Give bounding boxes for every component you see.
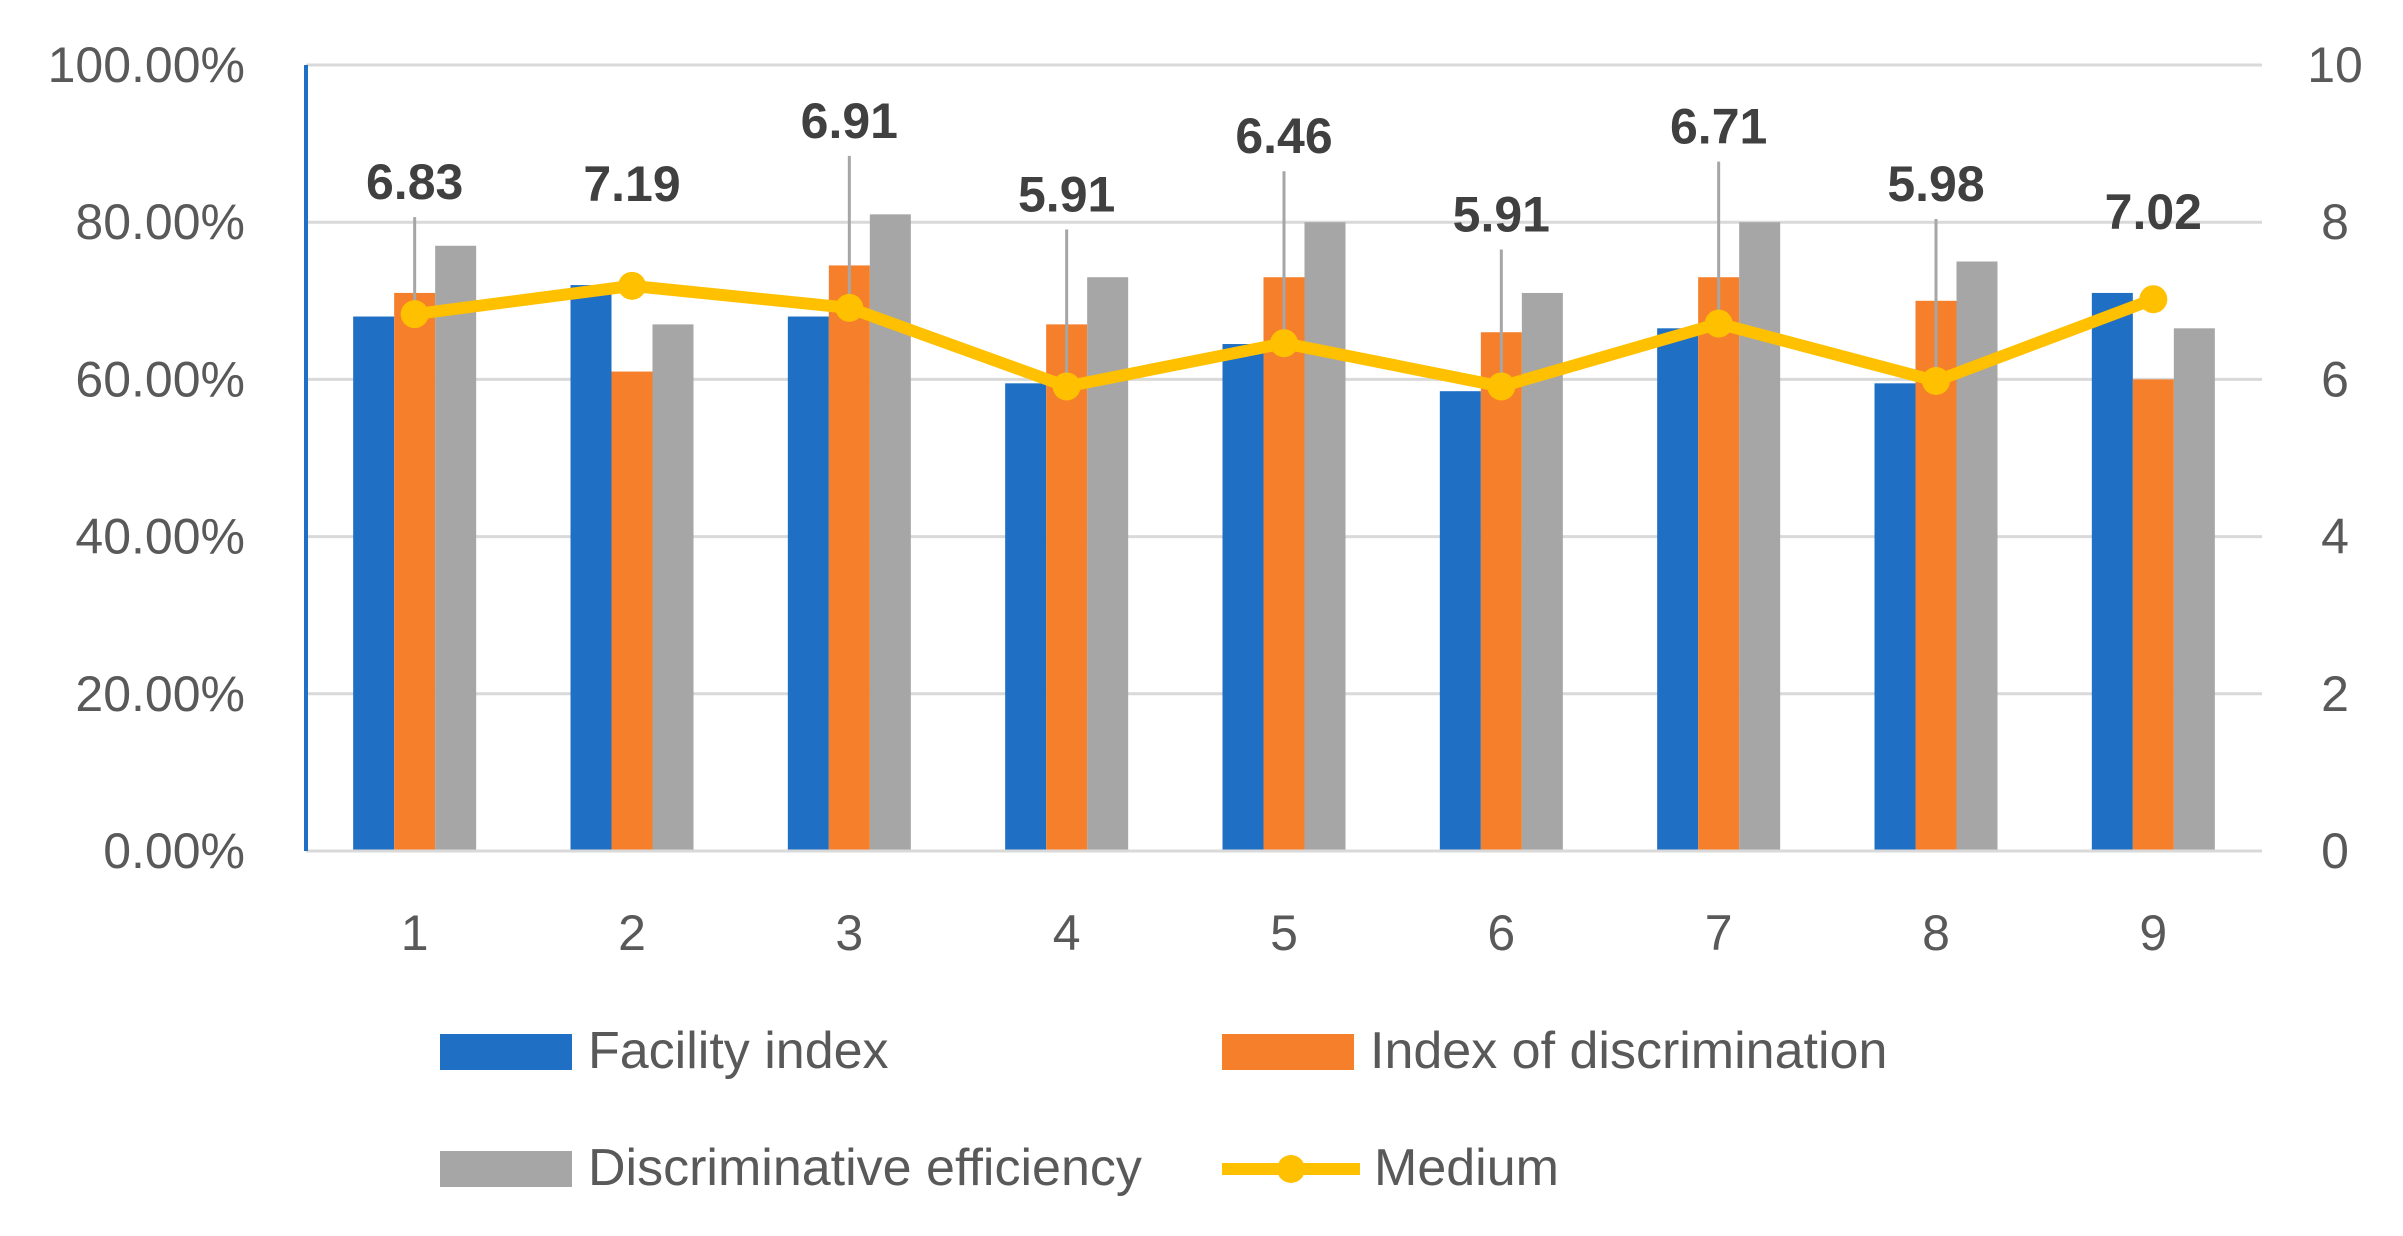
- legend-label-medium: Medium: [1374, 1139, 1559, 1197]
- legend-label-index-of-discrimination: Index of discrimination: [1370, 1022, 1887, 1080]
- medium-marker: [400, 300, 429, 329]
- bar-index-of-discrimination: [394, 292, 436, 851]
- medium-marker: [835, 293, 864, 322]
- x-tick-label: 6: [1487, 905, 1515, 961]
- bar-index-of-discrimination: [1698, 277, 1740, 852]
- bar-facility-index: [570, 285, 612, 852]
- data-label: 6.71: [1670, 99, 1767, 155]
- data-label: 6.46: [1235, 108, 1332, 164]
- bar-discriminative-efficiency: [1304, 222, 1346, 851]
- bar-discriminative-efficiency: [2173, 328, 2215, 851]
- data-label: 6.83: [366, 154, 463, 210]
- x-tick-label: 5: [1270, 905, 1298, 961]
- medium-marker: [1487, 372, 1516, 401]
- bar-discriminative-efficiency: [1956, 261, 1998, 851]
- medium-marker: [1704, 309, 1733, 338]
- legend-label-facility-index: Facility index: [588, 1022, 889, 1080]
- bars: [353, 214, 2215, 852]
- x-tick-label: 2: [618, 905, 646, 961]
- bar-facility-index: [1222, 344, 1264, 851]
- data-label: 5.91: [1453, 186, 1550, 242]
- medium-line: [400, 271, 2168, 401]
- legend-swatch-facility-index: [440, 1034, 572, 1070]
- data-labels: 6.83 7.19 6.91 5.91 6.46 5.91 6.71 5.98 7.02: [366, 93, 2202, 243]
- y-right-tick-label: 2: [2321, 666, 2349, 722]
- y-right-tick-label: 8: [2321, 194, 2349, 250]
- bar-discriminative-efficiency: [1521, 292, 1563, 851]
- bar-index-of-discrimination: [828, 265, 870, 851]
- bar-discriminative-efficiency: [1087, 277, 1129, 852]
- bar-discriminative-efficiency: [652, 324, 694, 851]
- x-tick-label: 7: [1705, 905, 1733, 961]
- data-label: 5.91: [1018, 166, 1115, 222]
- bar-facility-index: [787, 316, 829, 851]
- bar-discriminative-efficiency: [869, 214, 911, 852]
- bar-index-of-discrimination: [611, 371, 653, 851]
- x-tick-label: 3: [835, 905, 863, 961]
- data-label: 5.98: [1887, 156, 1984, 212]
- bar-facility-index: [2091, 292, 2133, 851]
- axes: 0.00% 0 20.00% 2 40.00% 4 60.00% 6 80.00% 8 100.00…: [48, 37, 2363, 961]
- bar-facility-index: [1005, 383, 1047, 851]
- medium-marker: [618, 271, 646, 300]
- bar-index-of-discrimination: [1046, 324, 1088, 851]
- data-label: 7.02: [2105, 184, 2202, 240]
- bar-index-of-discrimination: [1480, 332, 1522, 851]
- bar-index-of-discrimination: [1263, 277, 1305, 852]
- y-right-tick-label: 6: [2321, 351, 2349, 407]
- data-label: 6.91: [801, 93, 898, 149]
- legend-swatch-index-of-discrimination: [1222, 1034, 1354, 1070]
- medium-marker: [1052, 372, 1081, 401]
- bar-facility-index: [353, 316, 395, 851]
- y-left-tick-label: 100.00%: [48, 37, 245, 93]
- legend-swatch-marker-medium: [1277, 1155, 1305, 1183]
- data-label-leaders: [413, 155, 1938, 387]
- legend-label-discriminative-efficiency: Discriminative efficiency: [588, 1139, 1142, 1197]
- y-left-tick-label: 80.00%: [75, 194, 245, 250]
- bar-facility-index: [1439, 391, 1481, 851]
- bar-index-of-discrimination: [2132, 379, 2174, 851]
- bar-facility-index: [1657, 328, 1699, 851]
- x-tick-label: 8: [1922, 905, 1950, 961]
- x-tick-label: 1: [401, 905, 429, 961]
- medium-marker: [2139, 285, 2168, 314]
- legend-swatch-discriminative-efficiency: [440, 1151, 572, 1187]
- y-right-tick-label: 4: [2321, 509, 2349, 565]
- y-right-tick-label: 0: [2321, 823, 2349, 879]
- y-left-tick-label: 60.00%: [75, 351, 245, 407]
- bar-facility-index: [1874, 383, 1916, 851]
- y-left-tick-label: 0.00%: [103, 823, 245, 879]
- data-label: 7.19: [583, 156, 680, 212]
- medium-marker: [1922, 366, 1950, 395]
- y-left-tick-label: 40.00%: [75, 509, 245, 565]
- y-left-tick-label: 20.00%: [75, 666, 245, 722]
- x-tick-label: 9: [2139, 905, 2167, 961]
- x-tick-label: 4: [1053, 905, 1081, 961]
- legend: Facility index Index of discrimination Dis…: [440, 1022, 1887, 1197]
- bar-discriminative-efficiency: [1739, 222, 1781, 851]
- bar-discriminative-efficiency: [435, 245, 477, 851]
- y-right-tick-label: 10: [2307, 37, 2363, 93]
- medium-marker: [1270, 329, 1298, 358]
